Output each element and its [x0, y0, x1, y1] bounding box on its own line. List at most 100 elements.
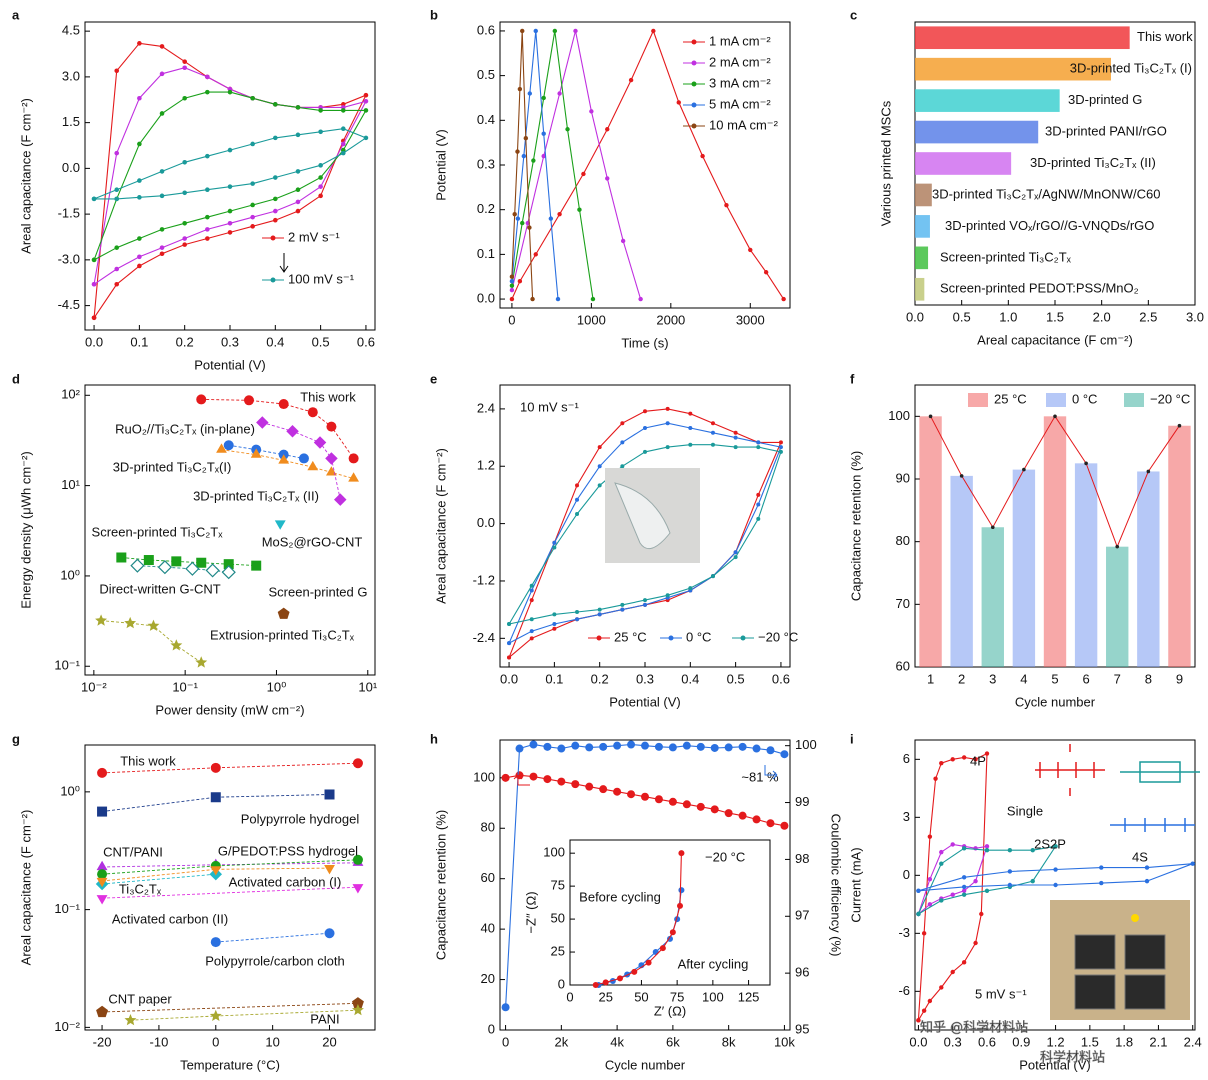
y-tick-label: 0: [558, 976, 565, 991]
marker: [552, 540, 557, 545]
marker: [318, 129, 323, 135]
x-tick-label: 0.6: [772, 671, 790, 686]
marker: [295, 105, 301, 110]
marker: [273, 196, 278, 202]
panel-letter: i: [850, 731, 854, 746]
marker: [530, 296, 535, 302]
marker: [114, 150, 120, 156]
panel-letter: e: [430, 371, 437, 386]
bar-label: 3D-printed Ti₃C₂Tₓ (I): [1070, 61, 1192, 76]
series-label: Direct-written G-CNT: [99, 581, 220, 596]
y2-axis-title: Coulombic efficiency (%): [829, 814, 844, 957]
marker: [507, 641, 512, 646]
x-tick-label: 9: [1176, 671, 1183, 686]
marker: [984, 751, 990, 756]
marker: [250, 214, 255, 220]
x-tick-label: 10k: [774, 1034, 795, 1049]
marker: [137, 195, 142, 200]
marker: [273, 102, 278, 107]
marker: [278, 399, 289, 410]
marker: [691, 81, 697, 87]
marker: [182, 242, 187, 247]
marker: [114, 266, 120, 272]
series-label: G/PEDOT:PSS hydrogel: [218, 843, 358, 858]
marker: [313, 436, 327, 449]
marker: [295, 169, 301, 174]
marker: [543, 775, 552, 784]
marker: [984, 848, 990, 853]
marker: [599, 785, 608, 794]
marker: [691, 60, 697, 66]
marker: [137, 141, 142, 147]
marker: [363, 135, 369, 141]
annotation: 5 mV s⁻¹: [975, 986, 1027, 1001]
marker: [509, 287, 515, 293]
marker: [250, 448, 262, 458]
marker: [620, 607, 625, 612]
marker: [927, 877, 933, 882]
marker: [571, 741, 580, 750]
marker: [575, 497, 580, 502]
marker: [96, 1005, 108, 1018]
y-tick-label: 25: [551, 943, 565, 958]
marker: [318, 184, 323, 189]
marker: [756, 502, 761, 507]
marker: [529, 588, 534, 593]
marker: [654, 742, 663, 751]
marker: [577, 207, 582, 212]
marker: [678, 887, 685, 894]
legend-label: 2 mV s⁻¹: [288, 229, 340, 244]
marker: [585, 743, 594, 752]
y-tick-label: 4.5: [62, 23, 80, 38]
marker: [509, 283, 515, 288]
marker: [124, 1014, 137, 1026]
marker: [643, 449, 647, 454]
marker: [114, 68, 120, 74]
marker: [137, 254, 142, 260]
y2-tick-label: 98: [795, 851, 809, 866]
bar: [919, 416, 942, 667]
marker: [1053, 844, 1058, 849]
marker: [756, 516, 761, 521]
series-label: 3D-printed Ti₃C₂Tₓ(I): [113, 459, 232, 474]
marker: [581, 171, 586, 177]
marker: [541, 153, 546, 159]
marker: [668, 797, 677, 806]
marker: [921, 931, 927, 936]
marker: [756, 492, 761, 497]
marker: [921, 1008, 927, 1013]
marker: [778, 440, 783, 445]
y-axis-title: Energy density (μWh cm⁻²): [18, 451, 33, 608]
marker: [182, 190, 187, 196]
series-line: [102, 873, 216, 885]
marker: [250, 224, 255, 229]
marker: [326, 466, 337, 476]
marker: [780, 750, 789, 759]
series-label: 4S: [1132, 849, 1148, 864]
bar: [981, 527, 1004, 667]
marker: [643, 598, 647, 603]
marker: [605, 127, 610, 132]
marker: [95, 614, 107, 626]
x-tick-label: 3: [989, 671, 996, 686]
x-tick-label: 10⁰: [267, 679, 287, 694]
marker: [1144, 878, 1150, 884]
marker: [597, 464, 602, 469]
marker: [159, 193, 165, 199]
panel-letter: b: [430, 7, 438, 22]
marker: [325, 452, 338, 465]
bar-label: Screen-printed Ti₃C₂Tₓ: [940, 249, 1072, 264]
x-tick-label: 4: [1020, 671, 1027, 686]
marker: [602, 979, 609, 986]
series-label: 2S2P: [1034, 836, 1066, 851]
x-tick-label: 0.2: [591, 671, 609, 686]
y-tick-label: 10⁰: [60, 567, 80, 582]
marker: [182, 65, 187, 71]
y-tick-label: -3: [898, 925, 910, 940]
x-tick-label: 0.3: [221, 334, 239, 349]
marker: [157, 560, 172, 575]
marker: [227, 208, 233, 214]
series-line: [215, 932, 330, 943]
marker: [597, 445, 602, 450]
marker: [710, 430, 715, 435]
